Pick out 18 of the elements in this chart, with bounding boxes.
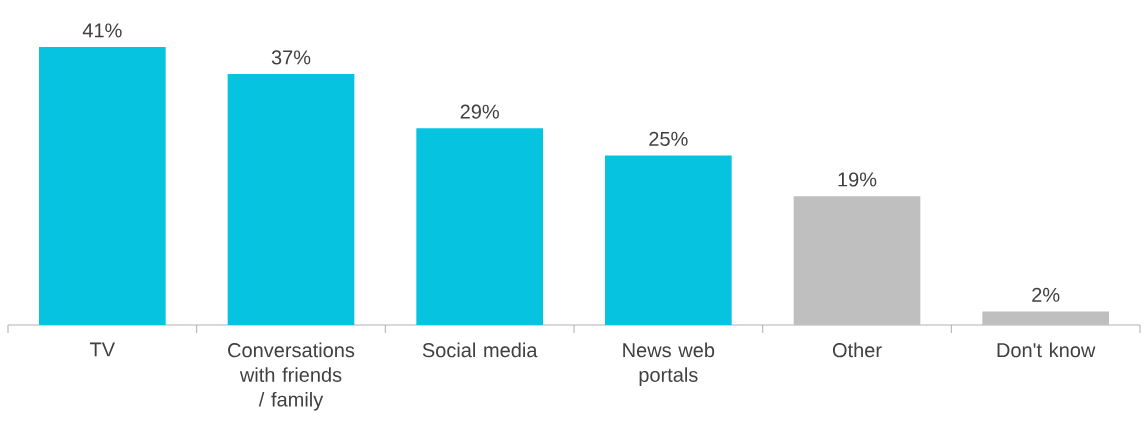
data-label: 41%	[82, 23, 122, 38]
data-label: 29%	[460, 104, 499, 119]
x-tick-label: Don't know	[997, 342, 1096, 358]
bar	[416, 128, 543, 325]
bar	[227, 74, 355, 325]
x-tick-label: Social media	[422, 342, 538, 358]
data-label: 25%	[649, 131, 688, 146]
bar	[605, 155, 732, 325]
bar	[793, 196, 921, 325]
x-tick-label: TV	[90, 342, 116, 357]
data-label: 2%	[1032, 287, 1060, 302]
x-tick-label: Conversations with friends / family	[228, 342, 355, 411]
bar	[39, 46, 166, 325]
x-tick-label: Other	[832, 342, 882, 358]
bar	[982, 311, 1109, 325]
data-label: 19%	[838, 172, 877, 187]
x-tick-label: News web portals	[623, 342, 715, 386]
data-label: 37%	[271, 50, 311, 65]
